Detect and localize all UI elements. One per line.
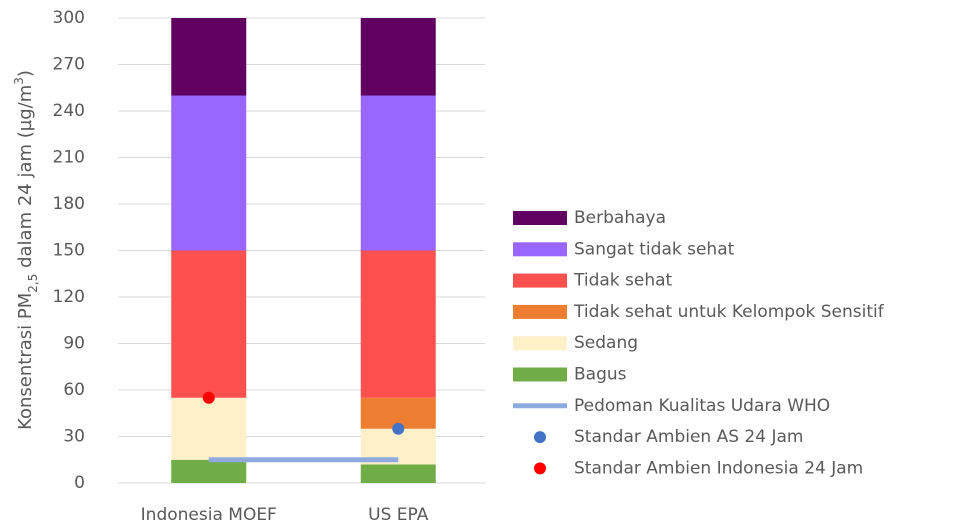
y-axis-label-part: 2,5	[26, 274, 40, 293]
bar-segment	[360, 95, 436, 251]
legend-label: Bagus	[574, 365, 627, 385]
y-axis-label-part: Konsentrasi PM	[15, 293, 36, 430]
legend-swatch	[513, 273, 567, 288]
legend-swatch	[513, 242, 567, 257]
legend-swatch	[534, 431, 546, 444]
legend-label: Tidak sehat untuk Kelompok Sensitif	[573, 302, 885, 322]
y-tick-label: 210	[53, 148, 85, 168]
bar-segment	[171, 459, 247, 483]
legend-label: Berbahaya	[574, 208, 666, 228]
y-axis-label: Konsentrasi PM2,5 dalam 24 jam (µg/m3)	[12, 70, 40, 430]
legend-swatch	[534, 462, 546, 475]
legend-label: Pedoman Kualitas Udara WHO	[574, 396, 830, 416]
bar-segment	[360, 250, 436, 398]
y-tick-label: 180	[53, 194, 85, 214]
y-tick-label: 60	[63, 380, 85, 400]
legend-swatch	[513, 211, 567, 225]
x-tick-label: US EPA	[368, 505, 429, 525]
bar-segment	[360, 18, 436, 96]
bar-segment	[171, 250, 247, 398]
y-tick-label: 240	[53, 101, 85, 121]
legend-label: Sangat tidak sehat	[574, 239, 735, 259]
legend-swatch	[513, 367, 567, 382]
legend-label: Standar Ambien AS 24 Jam	[574, 427, 803, 447]
bar-segment	[360, 464, 436, 483]
point	[202, 391, 215, 404]
y-tick-label: 90	[63, 334, 85, 354]
legend-label: Tidak sehat	[573, 271, 673, 291]
bar-segment	[171, 95, 247, 251]
legend-label: Standar Ambien Indonesia 24 Jam	[574, 458, 863, 478]
bar-segment	[171, 18, 247, 96]
y-axis-label-part: dalam 24 jam (µg/m	[15, 85, 36, 274]
y-tick-label: 270	[53, 55, 85, 75]
x-tick-label: Indonesia MOEF	[141, 505, 277, 525]
point	[392, 422, 405, 435]
y-tick-label: 300	[53, 8, 85, 28]
legend-label: Sedang	[574, 333, 638, 353]
y-tick-label: 150	[53, 241, 85, 261]
y-tick-label: 0	[74, 473, 85, 493]
y-axis-label-part: 3	[12, 77, 26, 85]
legend-swatch	[513, 336, 567, 351]
y-axis-label-part: )	[15, 70, 36, 77]
y-tick-label: 30	[63, 427, 85, 447]
bar-segment	[171, 397, 247, 460]
y-tick-label: 120	[53, 287, 85, 307]
legend-swatch	[513, 304, 567, 319]
